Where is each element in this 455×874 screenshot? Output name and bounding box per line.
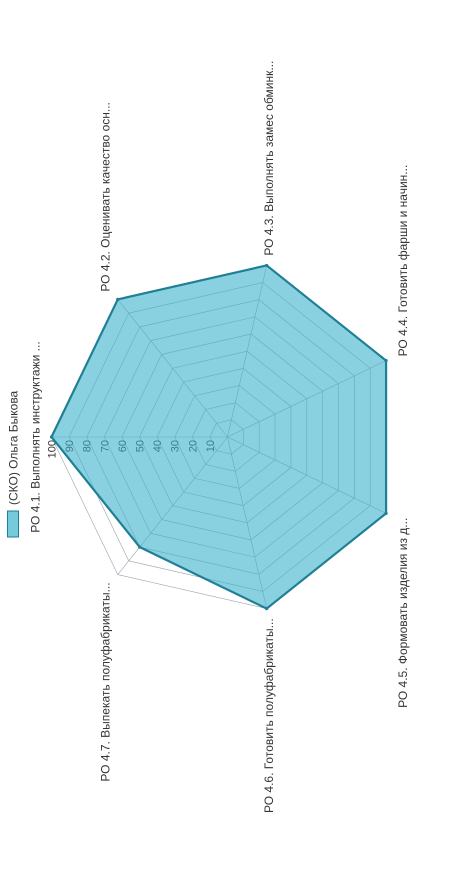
- data-point: [138, 545, 142, 549]
- data-point: [384, 359, 388, 363]
- category-label: РО 4.4. Готовить фарши и начин...: [396, 165, 410, 357]
- legend: (СКО) Ольга Быкова: [7, 390, 21, 538]
- series-layer: [49, 263, 388, 611]
- category-label: РО 4.3. Выполнять замес обминк...: [262, 61, 276, 256]
- data-point: [265, 606, 269, 611]
- legend-entry: (СКО) Ольга Быкова: [7, 390, 21, 505]
- data-point: [384, 511, 388, 515]
- data-point: [265, 263, 269, 268]
- series-area: [50, 264, 388, 610]
- category-labels: РО 4.1. Выполнять инструктажи ... РО 4.2.…: [29, 61, 411, 813]
- category-label: РО 4.2. Оценивать качество осн...: [99, 102, 113, 291]
- data-point: [49, 435, 54, 439]
- category-label: РО 4.5. Формовать изделия из д...: [396, 518, 410, 708]
- data-point: [116, 297, 120, 301]
- tick-label: 100: [47, 440, 59, 458]
- legend-swatch: [7, 510, 19, 538]
- category-label: РО 4.1. Выполнять инструктажи ...: [29, 341, 43, 532]
- category-label: РО 4.7. Выпекать полуфабрикаты...: [99, 582, 113, 781]
- category-label: РО 4.6. Готовить полуфабрикаты...: [262, 618, 276, 813]
